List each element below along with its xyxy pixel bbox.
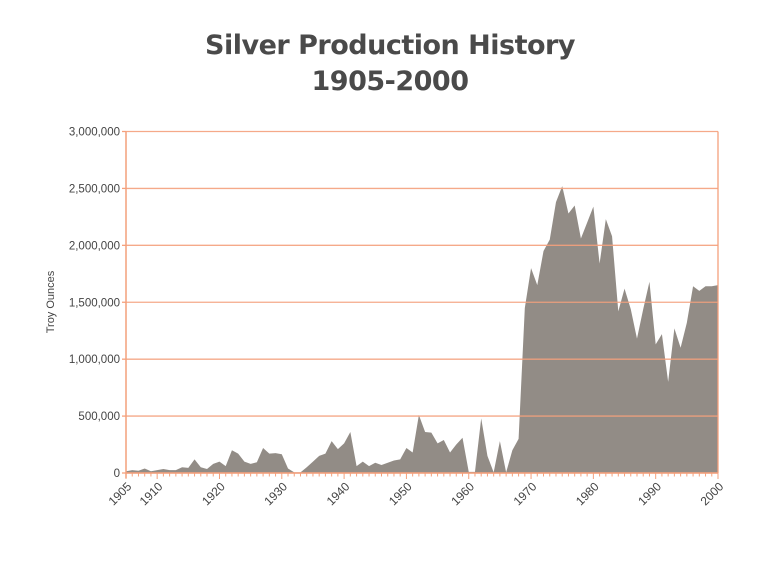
y-axis: 0 500,000 1,000,000 1,500,000 2,000,000 2,500…: [69, 127, 127, 480]
x-tick-label: 1930: [261, 479, 290, 508]
y-tick-label: 0: [114, 468, 120, 480]
x-tick-label: 1990: [635, 479, 664, 508]
x-tick-label: 1960: [448, 479, 477, 508]
y-tick-label: 1,500,000: [69, 297, 120, 309]
y-tick-label: 500,000: [78, 411, 120, 423]
chart-title: Silver Production History: [205, 30, 575, 61]
chart-subtitle: 1905-2000: [311, 66, 470, 97]
x-tick-label: 1905: [106, 479, 135, 508]
y-tick-label: 1,000,000: [69, 354, 120, 366]
y-tick-label: 3,000,000: [69, 127, 120, 139]
x-tick-label: 1980: [573, 479, 602, 508]
x-tick-label: 2000: [698, 479, 727, 508]
y-tick-label: 2,500,000: [69, 183, 120, 195]
area-fill: [126, 186, 718, 473]
x-tick-label: 1950: [386, 479, 415, 508]
x-tick-label: 1940: [324, 479, 353, 508]
x-tick-label: 1910: [137, 479, 166, 508]
y-tick-label: 2,000,000: [69, 240, 120, 252]
x-tick-label: 1970: [511, 479, 540, 508]
y-axis-label: Troy Ounces: [45, 270, 57, 333]
area-series: [126, 186, 718, 473]
x-axis: 1905 1910 1920 1930 1940 1950 1960 1970 1980 1990…: [106, 472, 727, 508]
x-tick-label: 1920: [199, 479, 228, 508]
